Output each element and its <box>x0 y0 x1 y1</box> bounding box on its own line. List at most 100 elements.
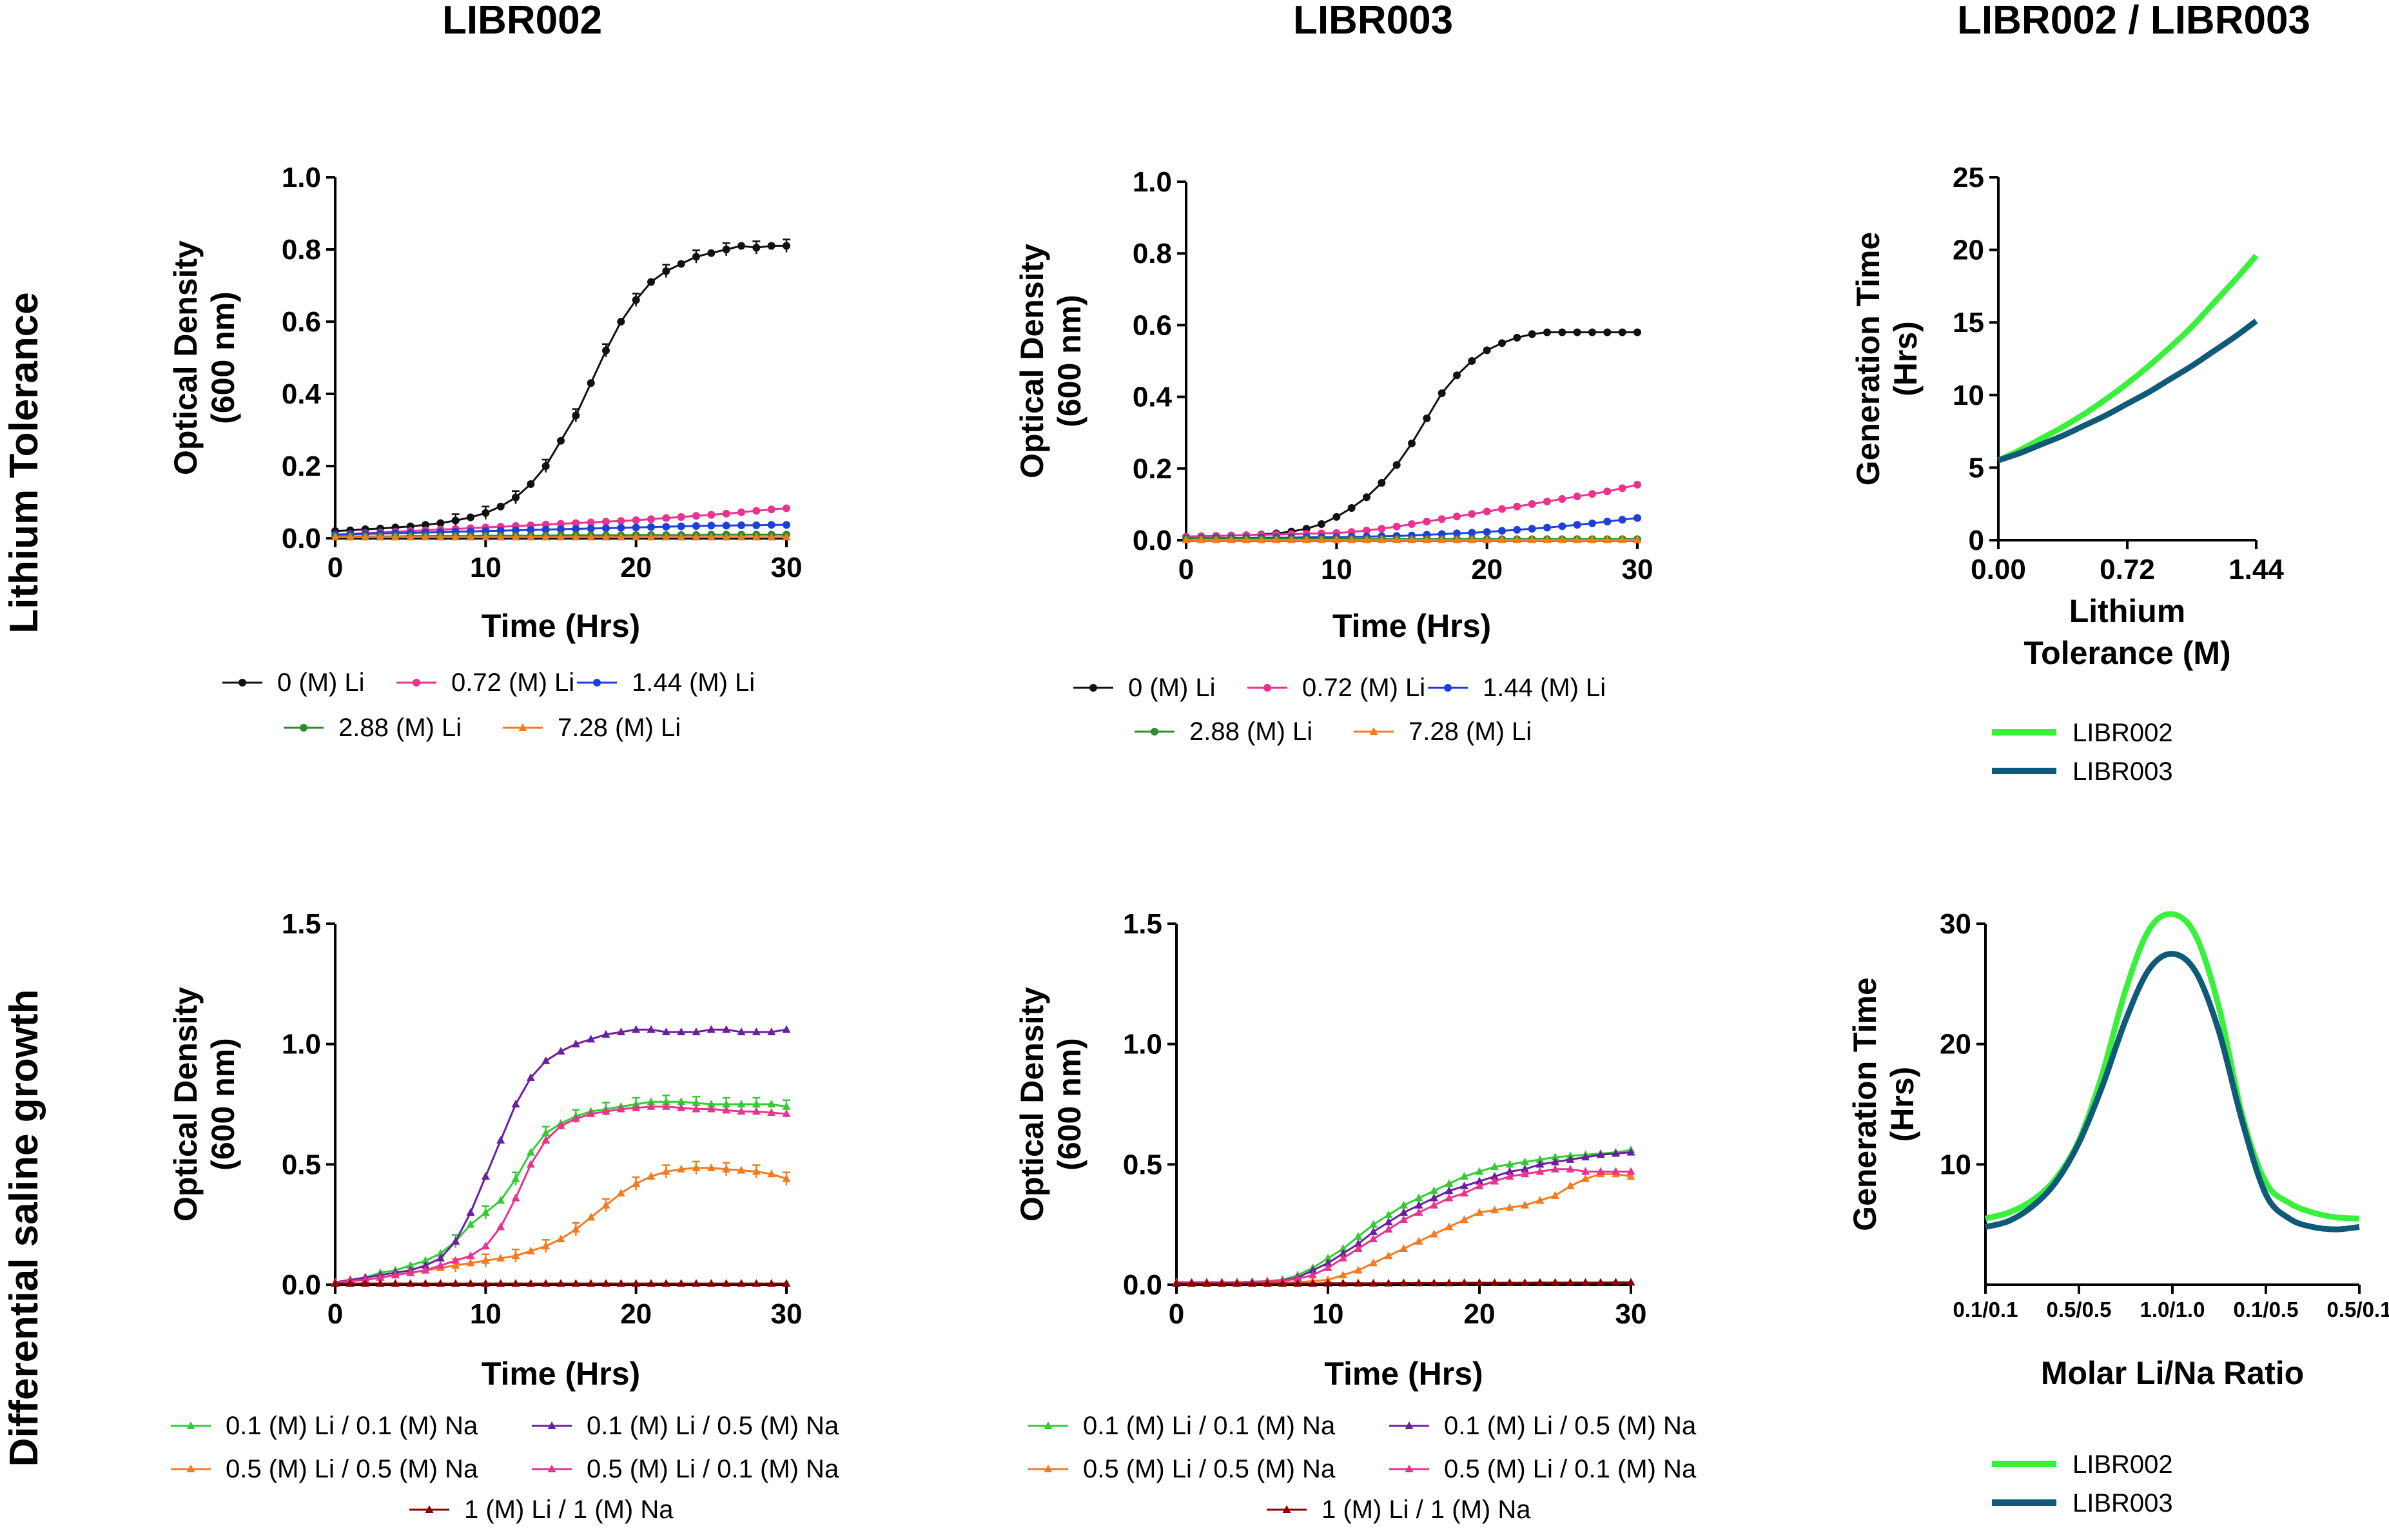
legend-item: 0.5 (M) Li / 0.1 (M) Na <box>1389 1455 1697 1483</box>
y-axis-label-unit: (Hrs) <box>1887 321 1924 396</box>
data-point <box>1339 1278 1347 1287</box>
x-tick-label: 30 <box>1622 554 1653 585</box>
x-tick-label: 20 <box>620 552 652 583</box>
data-point <box>1309 1279 1317 1287</box>
data-point <box>1543 328 1551 336</box>
data-point <box>1483 535 1492 543</box>
y-axis-label-unit: (Hrs) <box>1884 1067 1920 1142</box>
y-axis-label: Optical Density <box>168 987 204 1222</box>
data-point <box>481 1256 490 1264</box>
legend-label: 0.1 (M) Li / 0.5 (M) Na <box>587 1412 839 1440</box>
series-0-5-m-li-0-5-m-na <box>331 1160 791 1286</box>
data-point <box>1460 1215 1468 1223</box>
data-point <box>617 517 625 525</box>
data-point <box>1354 1278 1363 1287</box>
data-point <box>1490 1172 1499 1180</box>
data-point <box>361 532 370 541</box>
series-0-1-m-li-0-5-m-na <box>331 1025 791 1286</box>
x-tick-label: 10 <box>470 1298 502 1330</box>
data-point <box>1521 1157 1529 1165</box>
x-axis-label: Lithium <box>2069 593 2186 629</box>
legend-label: 2.88 (M) Li <box>338 714 462 742</box>
data-point <box>406 1261 415 1269</box>
data-point <box>496 1196 505 1204</box>
data-point <box>692 532 701 541</box>
data-point <box>1378 479 1386 487</box>
x-tick-label: 0.1/0.1 <box>1953 1298 2018 1321</box>
data-point <box>1332 535 1341 543</box>
data-point <box>451 1236 460 1245</box>
y-axis-label-unit: (600 nm) <box>1051 1038 1087 1171</box>
data-point <box>331 1279 340 1287</box>
data-point <box>1317 535 1326 543</box>
legend-label: 1.44 (M) Li <box>1483 674 1606 702</box>
legend-marker <box>239 679 246 687</box>
x-tick-label: 1.44 <box>2228 554 2284 585</box>
data-point <box>511 532 520 541</box>
data-point <box>496 1136 505 1144</box>
data-point <box>1543 497 1551 505</box>
data-point <box>541 1056 551 1064</box>
data-point <box>692 512 700 520</box>
y-axis-label: Optical Density <box>168 240 204 475</box>
data-point <box>541 525 550 534</box>
data-point <box>1384 1225 1393 1233</box>
data-point <box>1453 529 1461 538</box>
x-axis-label: Molar Li/Na Ratio <box>2041 1355 2304 1391</box>
data-point <box>1581 1167 1590 1175</box>
data-point <box>632 1025 641 1033</box>
y-tick-label: 0.0 <box>1133 525 1172 556</box>
data-point <box>1633 514 1641 522</box>
data-point <box>782 1025 791 1033</box>
legend-item: 0 (M) Li <box>222 668 365 697</box>
data-point <box>677 1028 686 1035</box>
legend-marker <box>547 1465 556 1472</box>
data-point <box>677 512 685 521</box>
data-point <box>1573 328 1581 336</box>
legend-item: 0.1 (M) Li / 0.5 (M) Na <box>1389 1412 1697 1440</box>
y-tick-label: 30 <box>1940 908 1971 940</box>
data-point <box>451 1256 460 1264</box>
data-point <box>526 532 535 541</box>
data-point <box>616 532 625 541</box>
y-tick-label: 0.0 <box>282 1269 321 1301</box>
data-point <box>737 521 745 529</box>
data-point <box>1369 1278 1378 1287</box>
y-tick-label: 0.6 <box>282 306 321 338</box>
data-point <box>1438 515 1446 523</box>
data-point <box>752 244 761 252</box>
x-tick-label: 10 <box>1312 1298 1344 1330</box>
data-point <box>1399 1244 1408 1252</box>
data-point <box>677 1164 686 1173</box>
data-point <box>783 521 790 529</box>
legend-item: 0.1 (M) Li / 0.1 (M) Na <box>1028 1412 1336 1440</box>
y-tick-label: 0.2 <box>282 451 321 482</box>
data-point <box>1603 328 1612 336</box>
data-point <box>346 532 355 541</box>
data-point <box>1309 1271 1317 1279</box>
data-point <box>436 1279 445 1287</box>
data-point <box>1309 1265 1317 1274</box>
data-point <box>601 532 610 541</box>
legend-marker <box>1263 684 1271 692</box>
data-point <box>1378 525 1386 533</box>
data-point <box>707 249 716 257</box>
data-point <box>616 1279 625 1287</box>
y-tick-label: 20 <box>1940 1029 1971 1060</box>
data-point <box>436 519 445 527</box>
data-point <box>767 1100 776 1107</box>
legend-marker <box>413 679 420 687</box>
data-point <box>1399 1200 1408 1209</box>
data-point <box>1633 480 1641 489</box>
data-point <box>767 242 775 250</box>
data-point <box>707 521 716 530</box>
data-point <box>1551 1191 1559 1199</box>
data-point <box>783 504 790 512</box>
data-point <box>587 518 595 527</box>
data-point <box>1521 1278 1529 1287</box>
data-point <box>767 1108 776 1116</box>
x-tick-label: 10 <box>1321 554 1352 585</box>
series-line <box>335 244 786 532</box>
data-point <box>1384 1251 1393 1260</box>
